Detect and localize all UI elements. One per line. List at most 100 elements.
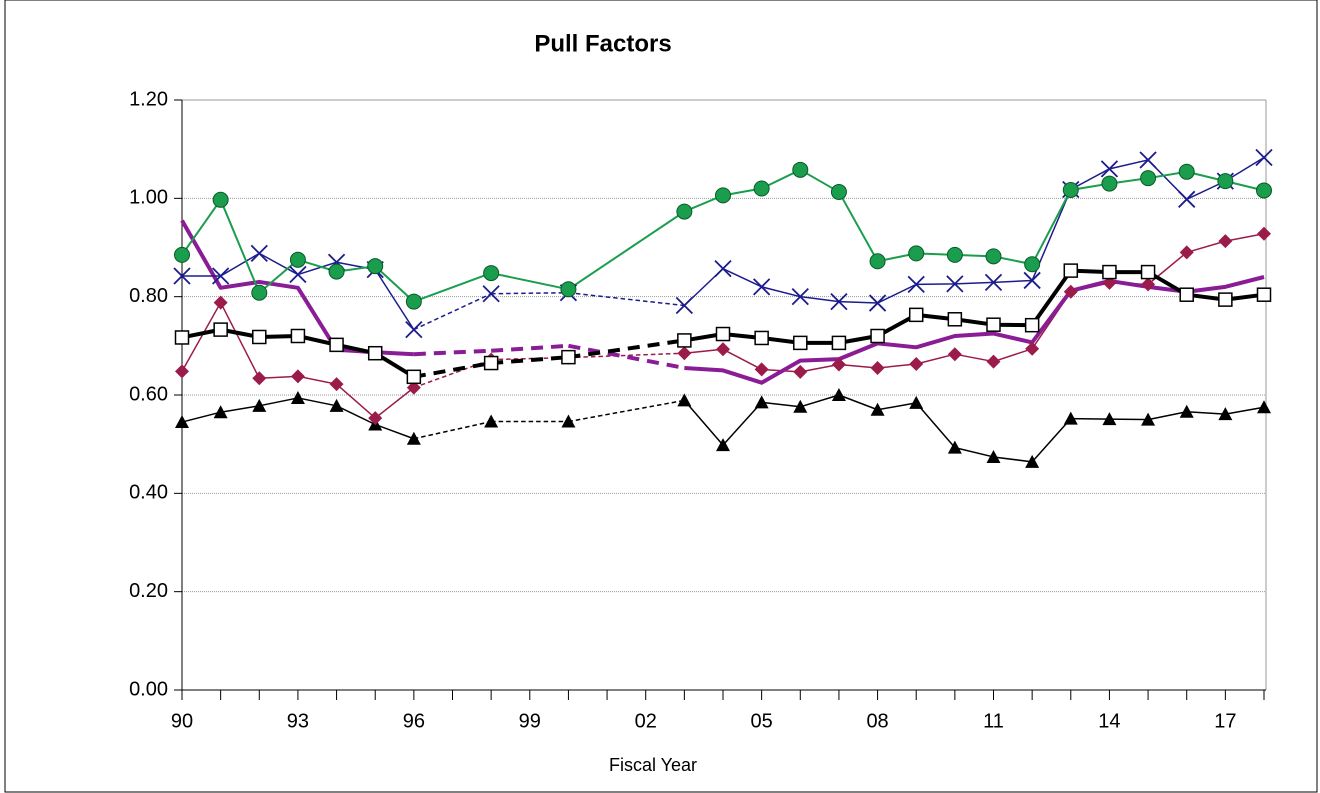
point [947, 347, 962, 362]
y-tick-label: 0.00 [129, 678, 168, 700]
point [1102, 412, 1117, 426]
point [175, 415, 189, 429]
point [677, 346, 692, 361]
point [1100, 160, 1119, 178]
gap-connector [568, 352, 685, 359]
point [1179, 245, 1194, 260]
point [252, 371, 267, 386]
point [289, 265, 307, 284]
point [984, 273, 1003, 292]
point [1141, 277, 1156, 292]
chart-border [4, 0, 1318, 793]
x-tick-label: 17 [1214, 710, 1236, 732]
point [329, 377, 344, 392]
point [946, 246, 963, 263]
point [676, 203, 693, 220]
point [947, 312, 963, 327]
point [1101, 175, 1118, 192]
point [1257, 226, 1271, 241]
point [1178, 163, 1195, 180]
point [831, 335, 847, 351]
line [683, 156, 1265, 307]
point [831, 357, 846, 372]
point [483, 265, 500, 282]
point [986, 449, 1001, 463]
line [683, 168, 1265, 266]
point [1024, 317, 1040, 333]
point [1218, 292, 1233, 307]
point [716, 342, 730, 357]
point [1140, 264, 1156, 280]
point [909, 395, 924, 409]
point [908, 245, 925, 262]
point [173, 267, 191, 285]
y-tick-label: 1.20 [129, 88, 168, 110]
point [1025, 454, 1040, 468]
gap-connector [413, 272, 492, 303]
point [1178, 190, 1196, 208]
point [290, 328, 306, 344]
x-tick-label: 11 [983, 710, 1004, 732]
point [213, 295, 228, 310]
point [1218, 234, 1233, 249]
y-tick-label: 0.20 [129, 580, 168, 602]
point [986, 354, 1001, 369]
point [1257, 400, 1271, 414]
point [1024, 256, 1041, 273]
point [831, 388, 846, 401]
point [213, 405, 228, 419]
point [174, 330, 190, 345]
point [754, 330, 769, 346]
point [793, 399, 808, 413]
point [793, 364, 808, 379]
line [684, 268, 1265, 345]
gap-connector [491, 343, 569, 353]
point [290, 369, 305, 384]
point [212, 191, 229, 208]
point [868, 294, 887, 312]
point [830, 292, 848, 311]
point [1102, 264, 1117, 280]
point [251, 284, 268, 301]
point [405, 293, 422, 310]
x-tick-label: 90 [171, 710, 193, 732]
y-tick-label: 1.00 [129, 187, 168, 209]
point [986, 317, 1001, 332]
y-tick-label: 0.80 [129, 285, 168, 307]
point [1023, 271, 1041, 290]
point [985, 248, 1002, 265]
point [753, 180, 770, 197]
x-tick-label: 93 [287, 710, 309, 732]
point [677, 333, 692, 348]
point [1179, 404, 1194, 418]
point [329, 337, 344, 353]
x-tick-label: 02 [635, 710, 657, 732]
point [791, 288, 809, 306]
point [483, 355, 499, 371]
point [715, 326, 731, 342]
point [368, 411, 383, 426]
point [1140, 170, 1157, 187]
point [714, 260, 732, 278]
point [1063, 263, 1079, 278]
point [405, 320, 423, 339]
point [1179, 287, 1194, 302]
point [213, 322, 228, 337]
point [1256, 182, 1272, 199]
gap-connector [568, 291, 685, 307]
point [1063, 284, 1078, 299]
point [870, 402, 885, 416]
point [1102, 275, 1117, 290]
point [252, 398, 267, 412]
point [793, 335, 808, 351]
point [947, 440, 962, 454]
point [716, 438, 730, 452]
point [406, 431, 421, 445]
point [1217, 173, 1234, 190]
gap-connector [567, 210, 685, 291]
point [1062, 181, 1079, 198]
x-tick-label: 14 [1098, 710, 1120, 732]
point [754, 395, 769, 409]
gap-connector [413, 293, 492, 331]
gap-connector [413, 420, 492, 440]
